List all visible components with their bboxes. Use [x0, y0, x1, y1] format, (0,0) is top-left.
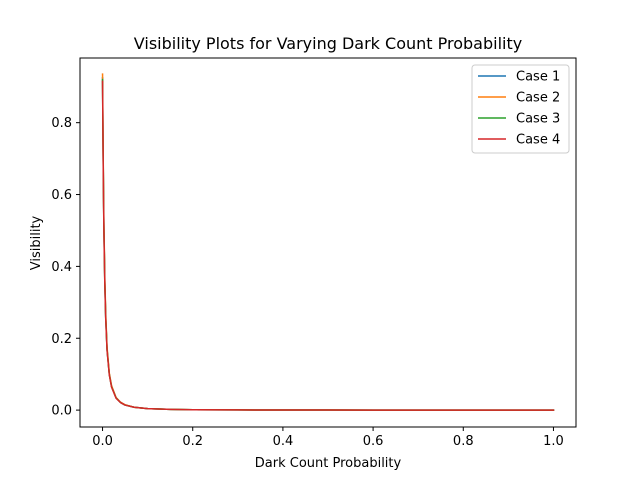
legend-entries: Case 1 Case 2 Case 3 Case 4 — [478, 70, 560, 148]
x-tick-label: 0.0 — [92, 434, 113, 449]
x-tick-label: 1.0 — [543, 434, 564, 449]
legend-label-case-3: Case 3 — [516, 112, 560, 127]
x-tick-label: 0.2 — [182, 434, 203, 449]
y-tick-label: 0.6 — [51, 188, 72, 203]
legend-label-case-2: Case 2 — [516, 91, 560, 106]
y-tick-label: 0.2 — [51, 332, 72, 347]
y-tick-label: 0.0 — [51, 404, 72, 419]
x-tick-label: 0.6 — [363, 434, 384, 449]
x-tick-label: 0.4 — [273, 434, 294, 449]
series-line-case-4 — [101, 80, 555, 411]
x-axis-label: Dark Count Probability — [255, 456, 402, 471]
legend-box — [471, 64, 570, 154]
legend: Case 1 Case 2 Case 3 Case 4 — [471, 64, 570, 154]
y-tick-label: 0.8 — [51, 116, 72, 131]
axes-frame — [79, 57, 577, 428]
chart-title: Visibility Plots for Varying Dark Count … — [134, 34, 522, 53]
x-axis-ticks: 0.0 0.2 0.4 0.6 0.8 1.0 — [92, 427, 564, 449]
x-tick-label: 0.8 — [453, 434, 474, 449]
legend-label-case-4: Case 4 — [516, 133, 560, 148]
y-tick-label: 0.4 — [51, 260, 72, 275]
plot-area — [101, 73, 555, 411]
y-axis-ticks: 0.0 0.2 0.4 0.6 0.8 — [51, 116, 80, 419]
y-axis-label: Visibility — [29, 215, 44, 270]
legend-label-case-1: Case 1 — [516, 70, 560, 85]
series-lines — [101, 73, 555, 411]
